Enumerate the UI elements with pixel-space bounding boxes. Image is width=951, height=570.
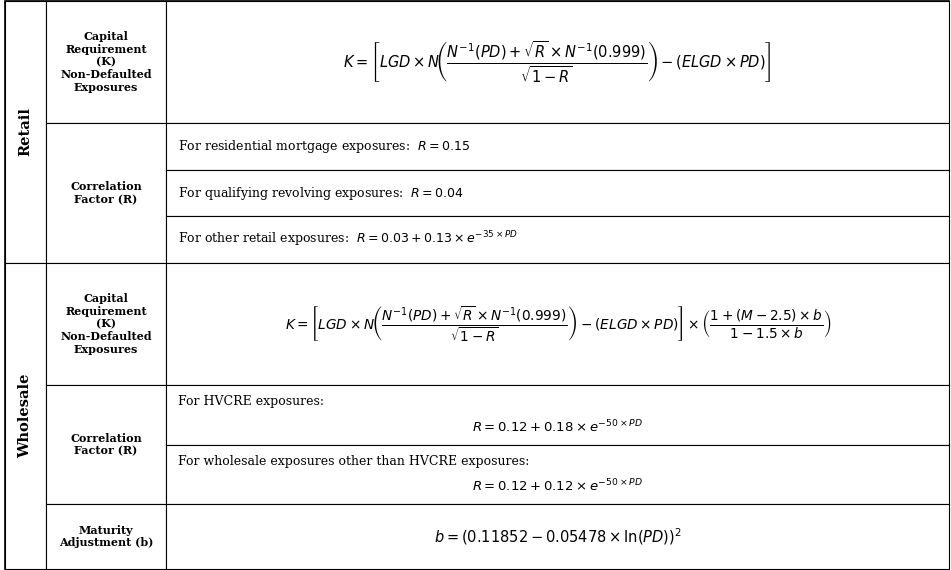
Text: $b=\left(0.11852-0.05478\times\ln(PD)\right)^{2}$: $b=\left(0.11852-0.05478\times\ln(PD)\ri… [434,526,682,547]
Bar [166,385,949,445]
Text: Retail: Retail [18,108,32,157]
Text: For qualifying revolving exposures:  $R=0.04$: For qualifying revolving exposures: $R=0… [178,185,464,202]
Text: For wholesale exposures other than HVCRE exposures:: For wholesale exposures other than HVCRE… [178,455,529,468]
Text: $K=\left[LGD\times N\!\left(\dfrac{N^{-1}(PD)+\sqrt{R}\times N^{-1}(0.999)}{\sqr: $K=\left[LGD\times N\!\left(\dfrac{N^{-1… [343,39,772,85]
Text: For residential mortgage exposures:  $R=0.15$: For residential mortgage exposures: $R=0… [178,138,470,155]
Bar [46,1,166,123]
Text: $R=0.12+0.12\times e^{-50\times PD}$: $R=0.12+0.12\times e^{-50\times PD}$ [473,478,643,495]
Bar [46,504,166,569]
Text: Maturity
Adjustment (b): Maturity Adjustment (b) [59,524,153,548]
Bar [46,263,166,385]
Text: Correlation
Factor (R): Correlation Factor (R) [70,181,142,205]
Text: Capital
Requirement
(K)
Non-Defaulted
Exposures: Capital Requirement (K) Non-Defaulted Ex… [60,31,152,93]
Text: $K=\left[LGD\times N\!\left(\dfrac{N^{-1}(PD)+\sqrt{R}\times N^{-1}(0.999)}{\sqr: $K=\left[LGD\times N\!\left(\dfrac{N^{-1… [284,304,831,344]
Bar [166,445,949,504]
Bar [166,1,949,123]
Text: $R=0.12+0.18\times e^{-50\times PD}$: $R=0.12+0.18\times e^{-50\times PD}$ [473,418,643,435]
Bar [166,504,949,569]
Text: Wholesale: Wholesale [18,373,32,458]
Bar [166,170,949,216]
Text: For HVCRE exposures:: For HVCRE exposures: [178,395,324,408]
Text: Capital
Requirement
(K)
Non-Defaulted
Exposures: Capital Requirement (K) Non-Defaulted Ex… [60,293,152,355]
Bar [166,123,949,170]
Bar [5,263,46,569]
Bar [46,385,166,504]
Text: For other retail exposures:  $R=0.03+0.13\times e^{-35\times PD}$: For other retail exposures: $R=0.03+0.13… [178,230,517,250]
Text: Correlation
Factor (R): Correlation Factor (R) [70,433,142,457]
Bar [166,216,949,263]
Bar [46,123,166,263]
Bar [5,1,46,263]
Bar [166,263,949,385]
